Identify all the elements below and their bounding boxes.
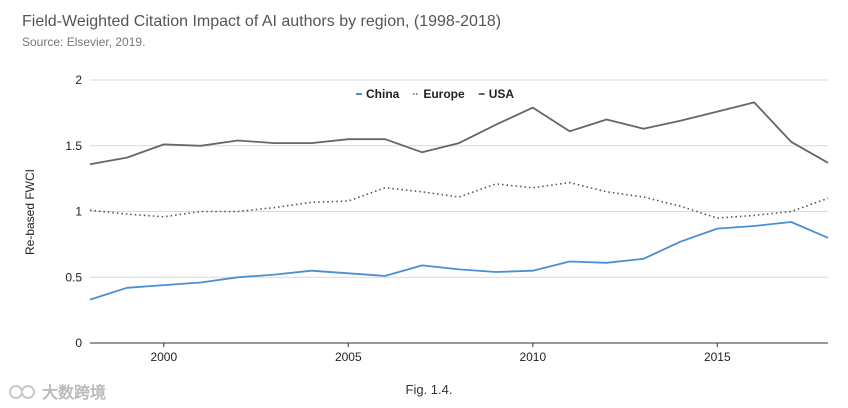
y-axis-ticks: 0 0.5 1 1.5 2 — [65, 73, 82, 350]
y-tick-label: 1.5 — [65, 139, 82, 153]
series-lines — [89, 101, 829, 301]
x-tick-label: 2010 — [519, 350, 546, 364]
series-line-china — [89, 221, 829, 301]
y-tick-label: 1 — [75, 205, 82, 219]
legend-label-europe: Europe — [423, 87, 465, 101]
x-tick-label: 2000 — [150, 350, 177, 364]
y-tick-label: 0.5 — [65, 270, 82, 284]
chart-subtitle: Source: Elsevier, 2019. — [22, 35, 145, 49]
legend: China Europe USA — [356, 87, 514, 101]
watermark-icon — [9, 385, 23, 399]
chart-title: Field-Weighted Citation Impact of AI aut… — [22, 13, 501, 30]
y-axis-label: Re-based FWCI — [23, 169, 37, 255]
gridlines — [90, 79, 828, 344]
x-tick-label: 2015 — [704, 350, 731, 364]
series-line-usa — [89, 101, 829, 166]
y-tick-label: 0 — [75, 336, 82, 350]
watermark-icon-2 — [21, 385, 35, 399]
legend-label-china: China — [366, 87, 400, 101]
y-tick-label: 2 — [75, 73, 82, 87]
watermark-text: 大数跨境 — [42, 383, 106, 402]
figure-caption: Fig. 1.4. — [406, 382, 453, 397]
legend-label-usa: USA — [489, 87, 515, 101]
watermark-logo: 大数跨境 — [9, 383, 106, 402]
x-axis-ticks: 2000 2005 2010 2015 — [150, 343, 731, 364]
series-line-europe — [89, 181, 829, 219]
x-tick-label: 2005 — [335, 350, 362, 364]
